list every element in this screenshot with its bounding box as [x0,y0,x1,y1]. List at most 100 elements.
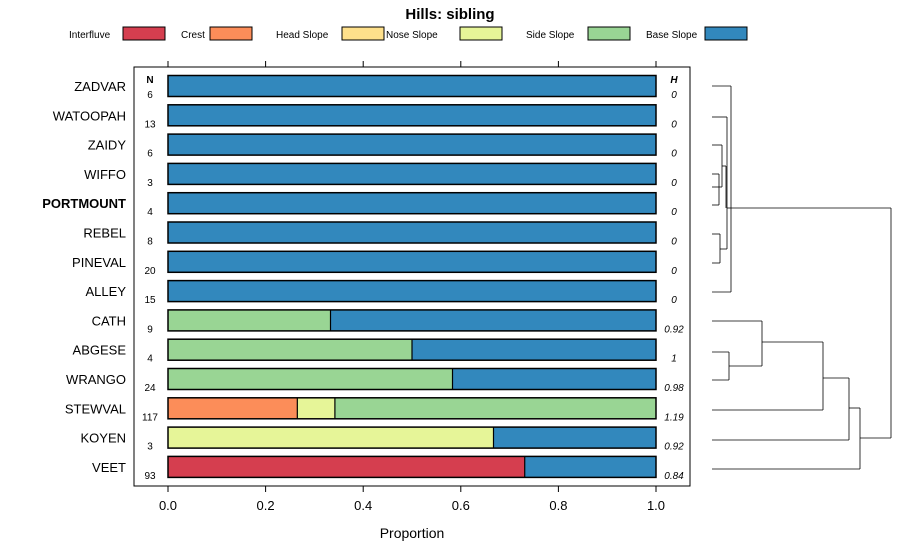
row-label: WIFFO [84,167,126,182]
bar-outline [167,338,657,361]
bar-row-watoopah: WATOOPAH 13 0 [53,104,677,130]
row-h-value: 0 [671,149,677,160]
row-label: CATH [92,313,126,328]
legend-swatch-interfluve [122,26,166,41]
row-n-value: 4 [147,207,153,218]
row-h-value: 0 [671,119,677,130]
bar-segment-nose-slope [297,397,335,419]
row-h-value: 0 [671,207,677,218]
row-n-value: 3 [147,442,153,453]
bar-outline [167,191,657,215]
row-n-value: 20 [144,266,156,277]
n-column-header: N [146,75,153,86]
legend: Interfluve Crest Head Slope Nose Slope Side … [69,26,748,41]
bar-segment-base-slope [168,163,656,185]
legend-swatch-crest [209,26,253,41]
bar-segment-base-slope [452,368,656,390]
row-n-value: 3 [147,178,153,189]
row-h-value: 0.84 [664,471,684,482]
bar-outline [167,74,657,98]
row-h-value: 0 [671,295,677,306]
bar-segment-side-slope [168,368,453,390]
row-n-value: 6 [147,90,153,101]
bar-segment-interfluve [168,456,525,478]
row-label: PINEVAL [72,255,126,270]
row-n-value: 4 [147,354,153,365]
bar-outline [167,309,657,332]
bar-segment-base-slope [330,309,656,331]
bar-outline [167,221,657,244]
row-h-value: 0 [671,266,677,277]
row-label: ALLEY [86,284,127,299]
row-h-value: 0.92 [664,442,684,453]
dendrogram [712,85,892,470]
bar-row-stewval: STEWVAL 117 1.19 [65,397,684,423]
bar-segment-base-slope [168,222,656,243]
bar-outline [167,455,657,479]
legend-swatch-head-slope [341,26,385,41]
legend-label-head-slope: Head Slope [276,30,329,41]
bar-row-koyen: KOYEN 3 0.92 [80,426,684,453]
bar-segment-side-slope [334,397,656,419]
x-tick-label: 0.4 [354,498,372,513]
row-n-value: 6 [147,149,153,160]
row-label: REBEL [83,226,126,241]
bar-segment-side-slope [168,339,412,361]
bar-outline [167,426,657,449]
bar-outline [167,104,657,127]
x-tick-label: 0.0 [159,498,177,513]
bar-segment-base-slope [168,104,656,126]
bar-row-rebel: REBEL 8 0 [83,221,677,248]
row-h-value: 0 [671,90,677,101]
chart-title: Hills: sibling [405,6,494,23]
bar-segment-base-slope [168,134,656,156]
bar-outline [167,279,657,303]
h-column-header: H [670,75,678,86]
top-axis-ticks [167,61,657,67]
row-h-value: 1.19 [664,412,684,423]
row-h-value: 0 [671,178,677,189]
bar-row-pineval: PINEVAL 20 0 [72,250,677,277]
bar-outline [167,397,657,420]
row-n-value: 13 [144,119,156,130]
row-n-value: 8 [147,237,153,248]
x-axis-label: Proportion [380,525,445,541]
legend-label-crest: Crest [181,30,205,41]
row-n-value: 9 [147,324,153,335]
row-h-value: 1 [671,354,677,365]
bar-segment-base-slope [493,427,656,449]
legend-label-nose-slope: Nose Slope [386,30,438,41]
bar-segment-base-slope [168,280,656,302]
bar-segment-base-slope [412,339,656,361]
row-n-value: 93 [144,471,156,482]
legend-label-base-slope: Base Slope [646,30,698,41]
bar-row-alley: ALLEY 15 0 [86,279,677,306]
row-h-value: 0 [671,237,677,248]
x-tick-label: 1.0 [647,498,665,513]
row-label: WATOOPAH [53,108,126,123]
bar-row-wrango: WRANGO 24 0.98 [66,367,684,394]
x-tick-label: 0.6 [452,498,470,513]
x-tick-label: 0.2 [257,498,275,513]
bar-segment-base-slope [168,75,656,97]
bar-row-zaidy: ZAIDY 6 0 [88,133,677,160]
bar-outline [167,133,657,156]
bar-segment-nose-slope [168,427,494,449]
x-axis: 0.0 0.2 0.4 0.6 0.8 1.0 [159,486,665,513]
bar-row-veet: VEET 93 0.84 [92,455,684,482]
row-label: ZAIDY [88,138,127,153]
bar-row-wiffo: WIFFO 3 0 [84,162,677,189]
row-label: KOYEN [80,431,126,446]
bar-segment-base-slope [168,192,656,214]
row-label: ZADVAR [74,79,126,94]
row-n-value: 15 [144,295,156,306]
x-tick-label: 0.8 [549,498,567,513]
legend-label-side-slope: Side Slope [526,30,575,41]
row-h-value: 0.98 [664,383,684,394]
bar-row-cath: CATH 9 0.92 [92,309,684,335]
row-label: PORTMOUNT [42,196,126,211]
legend-label-interfluve: Interfluve [69,30,111,41]
